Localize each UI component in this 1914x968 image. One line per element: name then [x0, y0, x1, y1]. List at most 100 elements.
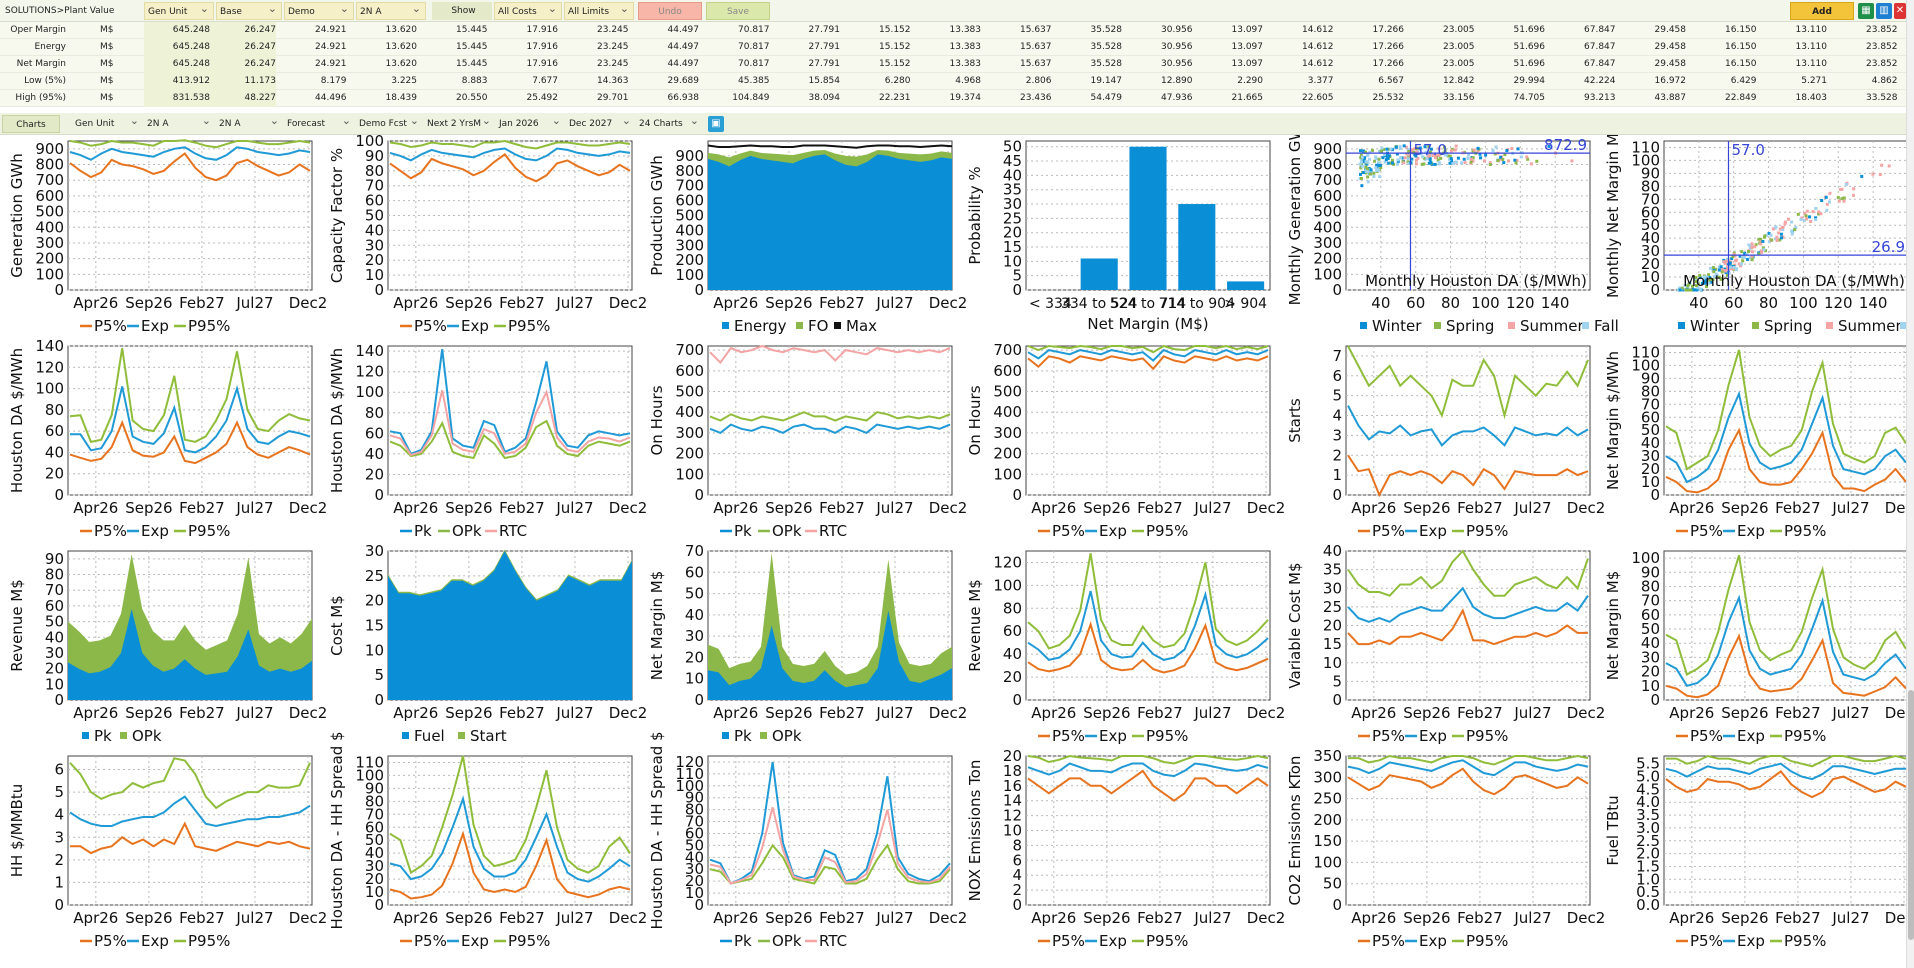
grid-cell[interactable]: 44.497: [667, 42, 700, 52]
grid-cell[interactable]: 6.567: [1378, 76, 1404, 86]
grid-cell[interactable]: 5.271: [1801, 76, 1827, 86]
grid-cell[interactable]: 13.620: [385, 59, 418, 69]
undo-button[interactable]: Undo: [638, 2, 702, 20]
grid-cell[interactable]: 27.791: [808, 42, 841, 52]
grid-cell[interactable]: 831.538: [144, 90, 210, 107]
grid-cell[interactable]: 44.497: [667, 25, 700, 35]
grid-cell[interactable]: 17.266: [1372, 25, 1405, 35]
grid-cell[interactable]: 15.445: [456, 42, 488, 52]
all-costs-select[interactable]: All Costs: [494, 2, 562, 20]
grid-cell[interactable]: 13.110: [1795, 59, 1828, 69]
grid-cell[interactable]: 21.665: [1231, 93, 1264, 103]
grid-cell[interactable]: 15.152: [879, 25, 911, 35]
grid-cell[interactable]: 70.817: [738, 25, 770, 35]
grid-cell[interactable]: 13.383: [949, 42, 982, 52]
chart-icon[interactable]: ▥: [1876, 3, 1892, 19]
grid-cell[interactable]: 70.817: [738, 42, 770, 52]
area-select[interactable]: 2N A: [356, 2, 426, 20]
grid-cell[interactable]: 26.247: [210, 22, 276, 39]
grid-cell[interactable]: 645.248: [144, 56, 210, 73]
forecast-select[interactable]: Forecast: [284, 112, 354, 133]
vertical-scrollbar[interactable]: [1906, 0, 1914, 968]
chart-area2-select[interactable]: 2N A: [216, 112, 282, 133]
grid-cell[interactable]: 15.152: [879, 59, 911, 69]
grid-cell[interactable]: 93.213: [1584, 93, 1616, 103]
save-button[interactable]: Save: [706, 2, 770, 20]
grid-cell[interactable]: 16.972: [1654, 76, 1687, 86]
grid-cell[interactable]: 15.637: [1020, 59, 1052, 69]
add-button[interactable]: Add: [1790, 2, 1854, 20]
grid-cell[interactable]: 18.439: [385, 93, 418, 103]
grid-cell[interactable]: 14.612: [1302, 25, 1334, 35]
base-select[interactable]: Base: [216, 2, 282, 20]
grid-cell[interactable]: 14.612: [1302, 42, 1334, 52]
grid-cell[interactable]: 4.862: [1871, 76, 1898, 86]
grid-cell[interactable]: 15.637: [1020, 25, 1052, 35]
grid-cell[interactable]: 25.532: [1372, 93, 1405, 103]
grid-cell[interactable]: 20.550: [456, 93, 488, 103]
grid-cell[interactable]: 13.110: [1795, 25, 1828, 35]
grid-cell[interactable]: 14.612: [1302, 59, 1334, 69]
scrollbar-thumb[interactable]: [1908, 690, 1914, 940]
grid-cell[interactable]: 19.374: [949, 93, 982, 103]
grid-cell[interactable]: 35.528: [1090, 59, 1123, 69]
grid-cell[interactable]: 15.854: [808, 76, 841, 86]
show-button[interactable]: Show: [432, 2, 492, 20]
grid-cell[interactable]: 3.377: [1307, 76, 1334, 86]
grid-cell[interactable]: 7.677: [532, 76, 558, 86]
grid-cell[interactable]: 2.806: [1025, 76, 1052, 86]
grid-cell[interactable]: 22.231: [879, 93, 911, 103]
grid-cell[interactable]: 13.383: [949, 59, 982, 69]
grid-cell[interactable]: 15.152: [879, 42, 911, 52]
grid-cell[interactable]: 13.383: [949, 25, 982, 35]
grid-cell[interactable]: 26.247: [210, 56, 276, 73]
grid-cell[interactable]: 23.245: [597, 42, 629, 52]
grid-cell[interactable]: 27.791: [808, 59, 841, 69]
excel-icon[interactable]: ▦: [1858, 3, 1874, 19]
end-date-select[interactable]: Dec 2027: [566, 112, 634, 133]
grid-cell[interactable]: 17.916: [526, 42, 559, 52]
start-date-select[interactable]: Jan 2026: [496, 112, 564, 133]
grid-cell[interactable]: 24.921: [315, 25, 347, 35]
grid-cell[interactable]: 23.852: [1866, 25, 1898, 35]
grid-cell[interactable]: 30.956: [1161, 42, 1193, 52]
chart-area1-select[interactable]: 2N A: [144, 112, 214, 133]
grid-cell[interactable]: 66.938: [667, 93, 700, 103]
demo-fcst-select[interactable]: Demo Fcst: [356, 112, 422, 133]
grid-cell[interactable]: 23.245: [597, 25, 629, 35]
grid-cell[interactable]: 51.696: [1513, 25, 1546, 35]
grid-cell[interactable]: 23.436: [1020, 93, 1052, 103]
grid-cell[interactable]: 54.479: [1090, 93, 1123, 103]
grid-cell[interactable]: 26.247: [210, 39, 276, 56]
grid-cell[interactable]: 70.817: [738, 59, 770, 69]
grid-cell[interactable]: 12.890: [1161, 76, 1193, 86]
grid-cell[interactable]: 35.528: [1090, 25, 1123, 35]
grid-cell[interactable]: 43.887: [1654, 93, 1687, 103]
grid-cell[interactable]: 29.458: [1654, 59, 1687, 69]
grid-cell[interactable]: 6.429: [1730, 76, 1757, 86]
charts-button[interactable]: Charts: [2, 115, 60, 133]
grid-cell[interactable]: 22.605: [1302, 93, 1334, 103]
grid-cell[interactable]: 2.290: [1237, 76, 1263, 86]
grid-cell[interactable]: 15.445: [456, 59, 488, 69]
close-icon[interactable]: ✕: [1894, 3, 1906, 19]
grid-cell[interactable]: 6.280: [884, 76, 911, 86]
grid-cell[interactable]: 23.005: [1443, 59, 1475, 69]
grid-cell[interactable]: 38.094: [808, 93, 841, 103]
grid-cell[interactable]: 13.097: [1231, 59, 1264, 69]
grid-cell[interactable]: 33.528: [1866, 93, 1898, 103]
grid-cell[interactable]: 8.883: [461, 76, 488, 86]
grid-cell[interactable]: 645.248: [144, 39, 210, 56]
grid-cell[interactable]: 25.492: [526, 93, 559, 103]
grid-cell[interactable]: 30.956: [1161, 25, 1193, 35]
grid-cell[interactable]: 645.248: [144, 22, 210, 39]
period-select[interactable]: Next 2 YrsM: [424, 112, 494, 133]
grid-cell[interactable]: 16.150: [1725, 59, 1757, 69]
grid-cell[interactable]: 23.245: [597, 59, 629, 69]
grid-cell[interactable]: 22.849: [1725, 93, 1757, 103]
grid-cell[interactable]: 17.266: [1372, 59, 1405, 69]
grid-cell[interactable]: 67.847: [1584, 42, 1616, 52]
grid-cell[interactable]: 413.912: [144, 73, 210, 90]
grid-cell[interactable]: 14.363: [597, 76, 629, 86]
grid-cell[interactable]: 23.852: [1866, 59, 1898, 69]
